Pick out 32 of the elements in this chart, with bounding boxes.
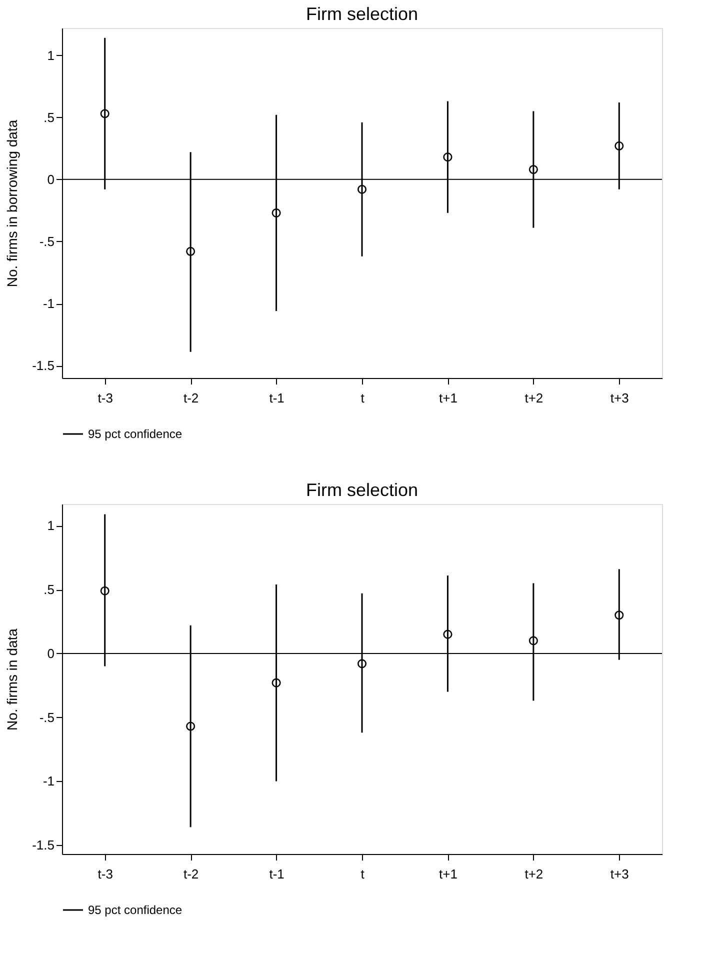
y-tick-label: .5 (44, 110, 54, 125)
x-tick-label: t+3 (610, 390, 629, 406)
chart-title: Firm selection (306, 480, 418, 500)
y-tick-label: -1.5 (32, 838, 54, 853)
y-tick-label: 0 (47, 646, 54, 661)
y-tick-label: 1 (47, 518, 54, 534)
legend-label: 95 pct confidence (88, 903, 182, 917)
x-tick-label: t-1 (269, 390, 284, 406)
y-tick-label: -.5 (39, 234, 54, 249)
x-tick-label: t+2 (524, 390, 544, 406)
x-tick-label: t+2 (524, 866, 544, 882)
x-tick-label: t-3 (98, 390, 113, 406)
x-tick-label: t-3 (98, 866, 113, 882)
y-tick-label: -1 (42, 774, 54, 789)
x-tick-label: t-2 (183, 390, 199, 406)
y-tick-label: -1.5 (32, 358, 54, 374)
x-tick-label: t+1 (438, 866, 458, 882)
y-tick-label: 0 (47, 172, 54, 187)
y-axis-title: No. firms in borrowing data (4, 120, 20, 288)
x-tick-label: t-1 (269, 866, 284, 882)
x-tick-label: t+1 (438, 390, 458, 406)
x-tick-label: t (360, 390, 365, 406)
x-tick-label: t-2 (183, 866, 199, 882)
x-tick-label: t+3 (610, 866, 629, 882)
legend-label: 95 pct confidence (88, 427, 182, 441)
chart-title: Firm selection (306, 4, 418, 24)
y-tick-label: -.5 (39, 710, 54, 725)
y-tick-label: -1 (42, 296, 54, 312)
x-tick-label: t (360, 866, 365, 882)
y-axis-title: No. firms in data (4, 628, 20, 730)
y-tick-label: 1 (47, 48, 54, 63)
y-tick-label: .5 (44, 582, 54, 598)
